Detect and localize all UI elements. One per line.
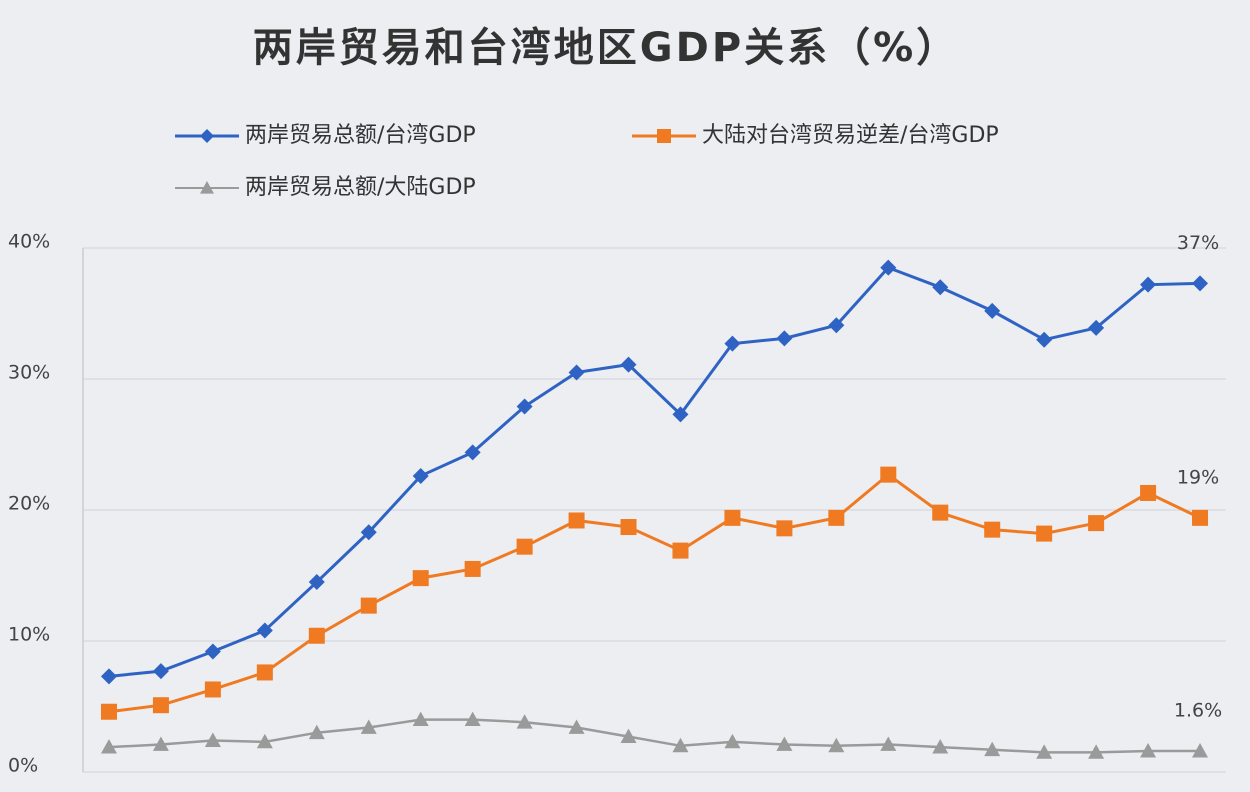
y-tick-label: 40% [8, 231, 50, 253]
data-point [308, 724, 325, 740]
y-tick-label: 10% [8, 624, 50, 646]
data-point [724, 509, 741, 526]
data-point [464, 711, 481, 726]
data-point [828, 317, 845, 334]
data-point [204, 681, 221, 698]
data-point [516, 398, 533, 415]
data-point [568, 512, 585, 529]
data-point [672, 737, 689, 753]
data-point [360, 524, 377, 541]
data-point [1088, 319, 1105, 336]
data-point [100, 703, 117, 720]
data-point [776, 520, 793, 537]
data-point [776, 736, 793, 751]
data-point [1036, 525, 1053, 542]
data-point [932, 279, 949, 296]
data-point [776, 330, 793, 347]
data-point [204, 732, 221, 747]
data-point [620, 728, 637, 744]
data-label: 19% [1177, 466, 1219, 488]
data-point [1192, 743, 1209, 758]
data-point [880, 736, 897, 751]
data-point [152, 736, 169, 751]
data-point [100, 739, 117, 754]
data-point [412, 467, 429, 484]
data-point [516, 538, 533, 555]
data-point [1088, 744, 1105, 759]
data-point [984, 741, 1001, 757]
data-point [672, 542, 689, 559]
data-point [932, 504, 949, 521]
y-tick-label: 20% [8, 493, 50, 515]
chart-title: 两岸贸易和台湾地区GDP关系（%） [253, 25, 959, 71]
data-point [464, 444, 481, 461]
data-point [568, 719, 585, 734]
series-line [108, 718, 1201, 754]
data-point [620, 356, 637, 373]
y-tick-label: 30% [8, 362, 50, 384]
data-point [516, 714, 533, 729]
data-point [464, 560, 481, 577]
data-point [308, 627, 325, 644]
data-point [1140, 276, 1157, 293]
data-point [412, 711, 429, 726]
data-point [308, 574, 325, 591]
data-point [1140, 484, 1157, 501]
data-point [828, 509, 845, 526]
data-point [1088, 515, 1105, 532]
data-point [1192, 509, 1209, 526]
data-point [360, 597, 377, 614]
legend-marker [200, 181, 214, 194]
data-point [880, 259, 897, 276]
data-point [1140, 743, 1157, 758]
legend-label: 两岸贸易总额/台湾GDP [245, 123, 476, 148]
data-point [256, 622, 273, 639]
data-point [620, 519, 637, 536]
data-point [984, 521, 1001, 538]
legend-marker [200, 129, 214, 143]
data-point [932, 739, 949, 754]
data-point [1036, 744, 1053, 759]
data-point [1036, 331, 1053, 348]
series-line [108, 472, 1201, 714]
data-point [984, 302, 1001, 319]
data-point [828, 737, 845, 753]
legend-marker [657, 129, 671, 143]
data-point [672, 406, 689, 423]
legend-label: 大陆对台湾贸易逆差/台湾GDP [702, 123, 999, 148]
data-point [204, 643, 221, 660]
data-point [724, 733, 741, 749]
data-point [256, 733, 273, 749]
data-label: 1.6% [1174, 700, 1222, 722]
data-label: 37% [1177, 232, 1219, 254]
series-line [108, 265, 1201, 678]
data-point [360, 719, 377, 734]
y-tick-label: 0% [8, 755, 38, 777]
data-point [152, 663, 169, 680]
data-point [880, 466, 897, 483]
data-point [100, 668, 117, 685]
data-point [256, 664, 273, 681]
data-point [568, 364, 585, 381]
data-point [152, 697, 169, 714]
data-point [412, 570, 429, 587]
data-point [724, 335, 741, 352]
data-point [1192, 275, 1209, 292]
legend-label: 两岸贸易总额/大陆GDP [245, 175, 476, 200]
